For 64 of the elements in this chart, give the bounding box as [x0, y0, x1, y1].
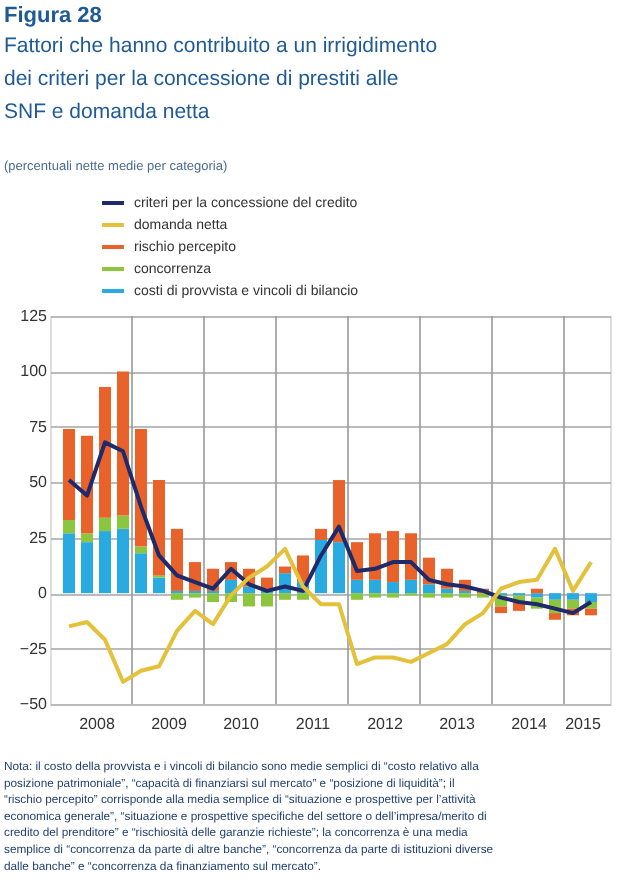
bar: [351, 579, 363, 594]
bar: [63, 533, 75, 594]
x-tick-label: 2009: [151, 715, 188, 733]
bar: [279, 566, 291, 574]
bar: [99, 531, 111, 594]
bar: [279, 593, 291, 600]
x-tick-label: 2010: [223, 715, 260, 733]
bar: [369, 579, 381, 594]
x-tick-label: 2014: [511, 715, 548, 733]
line-series: [67, 440, 593, 616]
text: Figura 28: [4, 4, 102, 28]
bar: [531, 588, 543, 594]
bar: [171, 593, 183, 600]
bar: [387, 531, 399, 583]
x-tick-label: 2012: [367, 715, 404, 733]
bar: [495, 606, 507, 614]
bar: [153, 577, 165, 594]
bar: [315, 528, 327, 540]
x-tick-label: 2013: [439, 715, 476, 733]
bar: [135, 553, 147, 594]
bar: [63, 519, 75, 534]
bar: [81, 435, 93, 534]
bar: [99, 517, 111, 532]
bar: [171, 528, 183, 591]
y-tick-label: −50: [19, 695, 49, 713]
bar: [567, 599, 579, 609]
chart-title: Fattori che hanno contribuito a un irrigidimento dei criteri per la concessione di prestiti alle SNF e domanda netta: [4, 34, 438, 124]
y-tick-label: 125: [20, 307, 49, 325]
bar: [207, 593, 219, 603]
bar: [549, 593, 561, 600]
y-tick-label: 100: [20, 362, 49, 381]
bar: [405, 533, 417, 580]
x-tick-label: 2008: [79, 715, 116, 733]
bar: [81, 533, 93, 543]
bar: [153, 480, 165, 576]
y-tick-label: 0: [38, 584, 49, 603]
bar: [117, 371, 129, 516]
bar: [117, 528, 129, 594]
bar: [405, 579, 417, 594]
line-series: [67, 546, 593, 684]
bar: [63, 429, 75, 520]
y-tick-label: 75: [29, 417, 49, 436]
bar: [423, 584, 435, 594]
bar: [333, 542, 345, 594]
bar: [567, 593, 579, 600]
bar: [297, 593, 309, 600]
y-tick-label: −25: [19, 639, 49, 658]
bar: [117, 515, 129, 529]
bar: [99, 386, 111, 518]
y-tick-label: 25: [29, 528, 49, 547]
bar: [261, 593, 273, 607]
bar: [549, 613, 561, 620]
bar: [351, 593, 363, 600]
bar: [387, 582, 399, 594]
bar: [81, 542, 93, 594]
bar: [585, 608, 597, 616]
x-tick-label: 2015: [565, 715, 602, 733]
bar: [135, 546, 147, 554]
bar: [441, 588, 453, 594]
bar: [585, 593, 597, 603]
bar: [369, 533, 381, 580]
x-tick-label: 2011: [295, 715, 332, 733]
bar: [243, 593, 255, 607]
y-tick-label: 50: [29, 473, 49, 492]
